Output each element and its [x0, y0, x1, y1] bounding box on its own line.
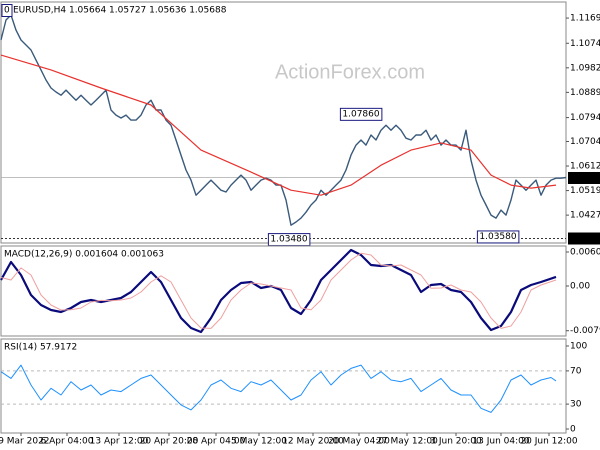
x-tick-label: 6 Apr 04:00 [41, 437, 94, 447]
series-line [0, 252, 557, 329]
panel-title: MACD(12,26,9) 0.001604 0.001063 [4, 250, 164, 260]
y-tick-label: 30 [570, 400, 582, 410]
annotation-label: 1.07860 [342, 109, 379, 119]
annotation-label: 1.03480 [270, 235, 307, 245]
x-tick-label: 13 Jun 04:00 [472, 437, 529, 447]
y-tick-label: 1.07045 [570, 137, 600, 147]
x-tick-label: 20 Jun 12:00 [520, 437, 577, 447]
y-tick-label: 0.00 [570, 281, 590, 291]
y-tick-label: 0.006012 [570, 247, 600, 257]
y-tick-label: 1.06120 [570, 162, 600, 172]
panel-title: RSI(14) 57.9172 [4, 343, 77, 353]
x-tick-label: 28 Apr 04:00 [187, 437, 246, 447]
series-line [0, 14, 567, 226]
y-tick-label: 1.09820 [570, 63, 600, 73]
marker-label: 1.03390 [570, 234, 600, 244]
series-line [0, 248, 557, 334]
y-tick-label: 1.10745 [570, 39, 600, 49]
y-tick-label: 1.11695 [570, 14, 600, 24]
last-price-label: 1.05688 [570, 173, 600, 183]
series-line [0, 54, 557, 196]
panel-border [0, 1, 567, 244]
label-box [568, 171, 600, 184]
annotation-label: 1.03580 [479, 232, 516, 242]
panel-border [0, 338, 567, 434]
x-tick-label: 3 Jun 20:00 [430, 437, 482, 447]
x-tick-label: 29 Mar 2022 [0, 437, 50, 447]
panel-title: EURUSD,H4 1.05664 1.05727 1.05636 1.0568… [13, 6, 227, 16]
x-tick-label: 13 Apr 12:00 [90, 437, 149, 447]
label-box [1, 4, 13, 17]
watermark: ActionForex.com [275, 61, 425, 83]
y-tick-label: 1.04270 [570, 211, 600, 221]
y-tick-label: 100 [570, 341, 587, 351]
anchor-label: 0 [4, 6, 10, 16]
panel-border [0, 245, 567, 337]
label-box [568, 232, 600, 245]
x-tick-label: 27 May 12:00 [376, 437, 438, 447]
x-tick-label: 20 Apr 20:00 [140, 437, 199, 447]
y-tick-label: 70 [570, 366, 582, 376]
y-tick-label: 0 [570, 425, 576, 435]
y-tick-label: -0.007907 [570, 326, 600, 336]
y-tick-label: 1.07945 [570, 113, 600, 123]
x-tick-label: 20 May 04:00 [328, 437, 390, 447]
series-line [0, 364, 557, 413]
label-box [339, 107, 383, 121]
y-tick-label: 1.05195 [570, 186, 600, 196]
x-tick-label: 5 May 12:00 [231, 437, 287, 447]
y-tick-label: 1.08895 [570, 88, 600, 98]
x-tick-label: 12 May 20:00 [282, 437, 344, 447]
label-box [476, 230, 520, 244]
